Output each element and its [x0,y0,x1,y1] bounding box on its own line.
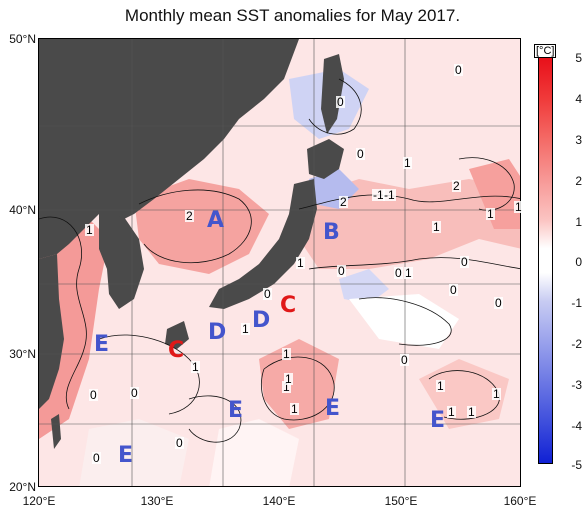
contour-label: 1 [404,266,413,280]
lat-label-20n: 20°N [9,480,36,494]
sst-anomaly-map [38,38,521,487]
lat-label-50n: 50°N [9,32,36,46]
neutral-area-2 [79,419,189,486]
contour-label: 1 [486,207,495,221]
contour-label: 0 [130,386,139,400]
region-label-e-2: E [228,398,244,423]
contour-label: 1 [436,379,445,393]
hokkaido [307,139,344,179]
lon-label-140e: 140°E [262,494,296,508]
contour-label: 0 [460,255,469,269]
contour-label: 1 [492,387,501,401]
colorbar-unit: [°C] [534,44,557,58]
positive-anomaly-east [419,359,509,429]
colorbar-tick-neg2: -2 [571,337,582,351]
colorbar-tick-neg3: -3 [571,378,582,392]
taiwan [51,414,61,449]
contour-label: 1 [284,372,293,386]
contour-label: 0 [336,95,345,109]
contour-label: 2 [452,179,461,193]
lon-label-130e: 130°E [140,494,174,508]
colorbar-tick-1: 1 [575,215,582,229]
colorbar-tick-2: 2 [575,174,582,188]
region-label-a: A [207,208,225,233]
contour-label: 0 [449,283,458,297]
contour-label: 0 [356,147,365,161]
lon-label-120e: 120°E [22,494,56,508]
asia-mainland [39,39,299,259]
neutral-area-1 [349,294,459,349]
colorbar [538,57,553,464]
contour-label: 1 [241,322,250,336]
region-label-c-east: C [280,293,297,318]
colorbar-tick-neg1: -1 [571,296,582,310]
contour-label: 1 [514,200,523,214]
graticule [39,39,520,486]
kyushu [165,321,189,349]
contour-label: 0 [89,388,98,402]
colorbar-tick-4: 4 [575,92,582,106]
contour-label: -1 [383,188,396,202]
region-label-e-4: E [430,408,446,433]
korean-peninsula [99,214,144,309]
contour-label: 1 [85,223,94,237]
colorbar-tick-0: 0 [575,255,582,269]
negative-anomaly-center [339,269,389,304]
contour-label: 1 [191,360,200,374]
neutral-area-3 [209,419,299,486]
lon-label-150e: 150°E [384,494,418,508]
contour-label: 0 [494,296,503,310]
positive-anomaly-south [259,339,339,429]
colorbar-tick-neg4: -4 [571,419,582,433]
lon-label-160e: 160°E [503,494,537,508]
region-label-b: B [323,220,340,245]
region-label-d-east: D [252,308,271,333]
contour-label: 1 [447,405,456,419]
region-label-e-3: E [325,396,341,421]
region-label-e-1: E [94,332,110,357]
map-title: Monthly mean SST anomalies for May 2017. [124,6,461,25]
contour-label: 1 [296,256,305,270]
positive-anomaly-east2 [469,159,520,229]
colorbar-tick-neg5: -5 [571,458,582,472]
contour-label: 1 [403,156,412,170]
lat-label-40n: 40°N [9,203,36,217]
colorbar-tick-5: 5 [575,51,582,65]
contour-label: 0 [400,353,409,367]
region-label-e-5: E [118,443,134,468]
contour-label: 0 [92,451,101,465]
contour-label: 2 [185,209,194,223]
region-label-d-west: D [208,320,227,345]
contour-label: 0 [454,63,463,77]
contour-label: 1 [290,402,299,416]
contour-label: 1 [467,405,476,419]
contour-label: 1 [282,380,291,394]
contour-label: -1 [372,188,385,202]
sakhalin [321,54,344,134]
map-canvas [39,39,520,486]
contour-label: 0 [175,436,184,450]
contour-label: 0 [394,266,403,280]
contour-label: 1 [432,220,441,234]
region-label-c-west: C [168,338,185,363]
contour-label: 1 [282,347,291,361]
positive-anomaly-kuroshio [299,179,520,269]
colorbar-tick-3: 3 [575,133,582,147]
contour-label: 2 [339,195,348,209]
contour-lines [39,78,520,443]
contour-label: 0 [337,264,346,278]
china-coast [39,254,64,409]
honshu [209,179,317,309]
contour-label: 0 [263,287,272,301]
lat-label-30n: 30°N [9,347,36,361]
